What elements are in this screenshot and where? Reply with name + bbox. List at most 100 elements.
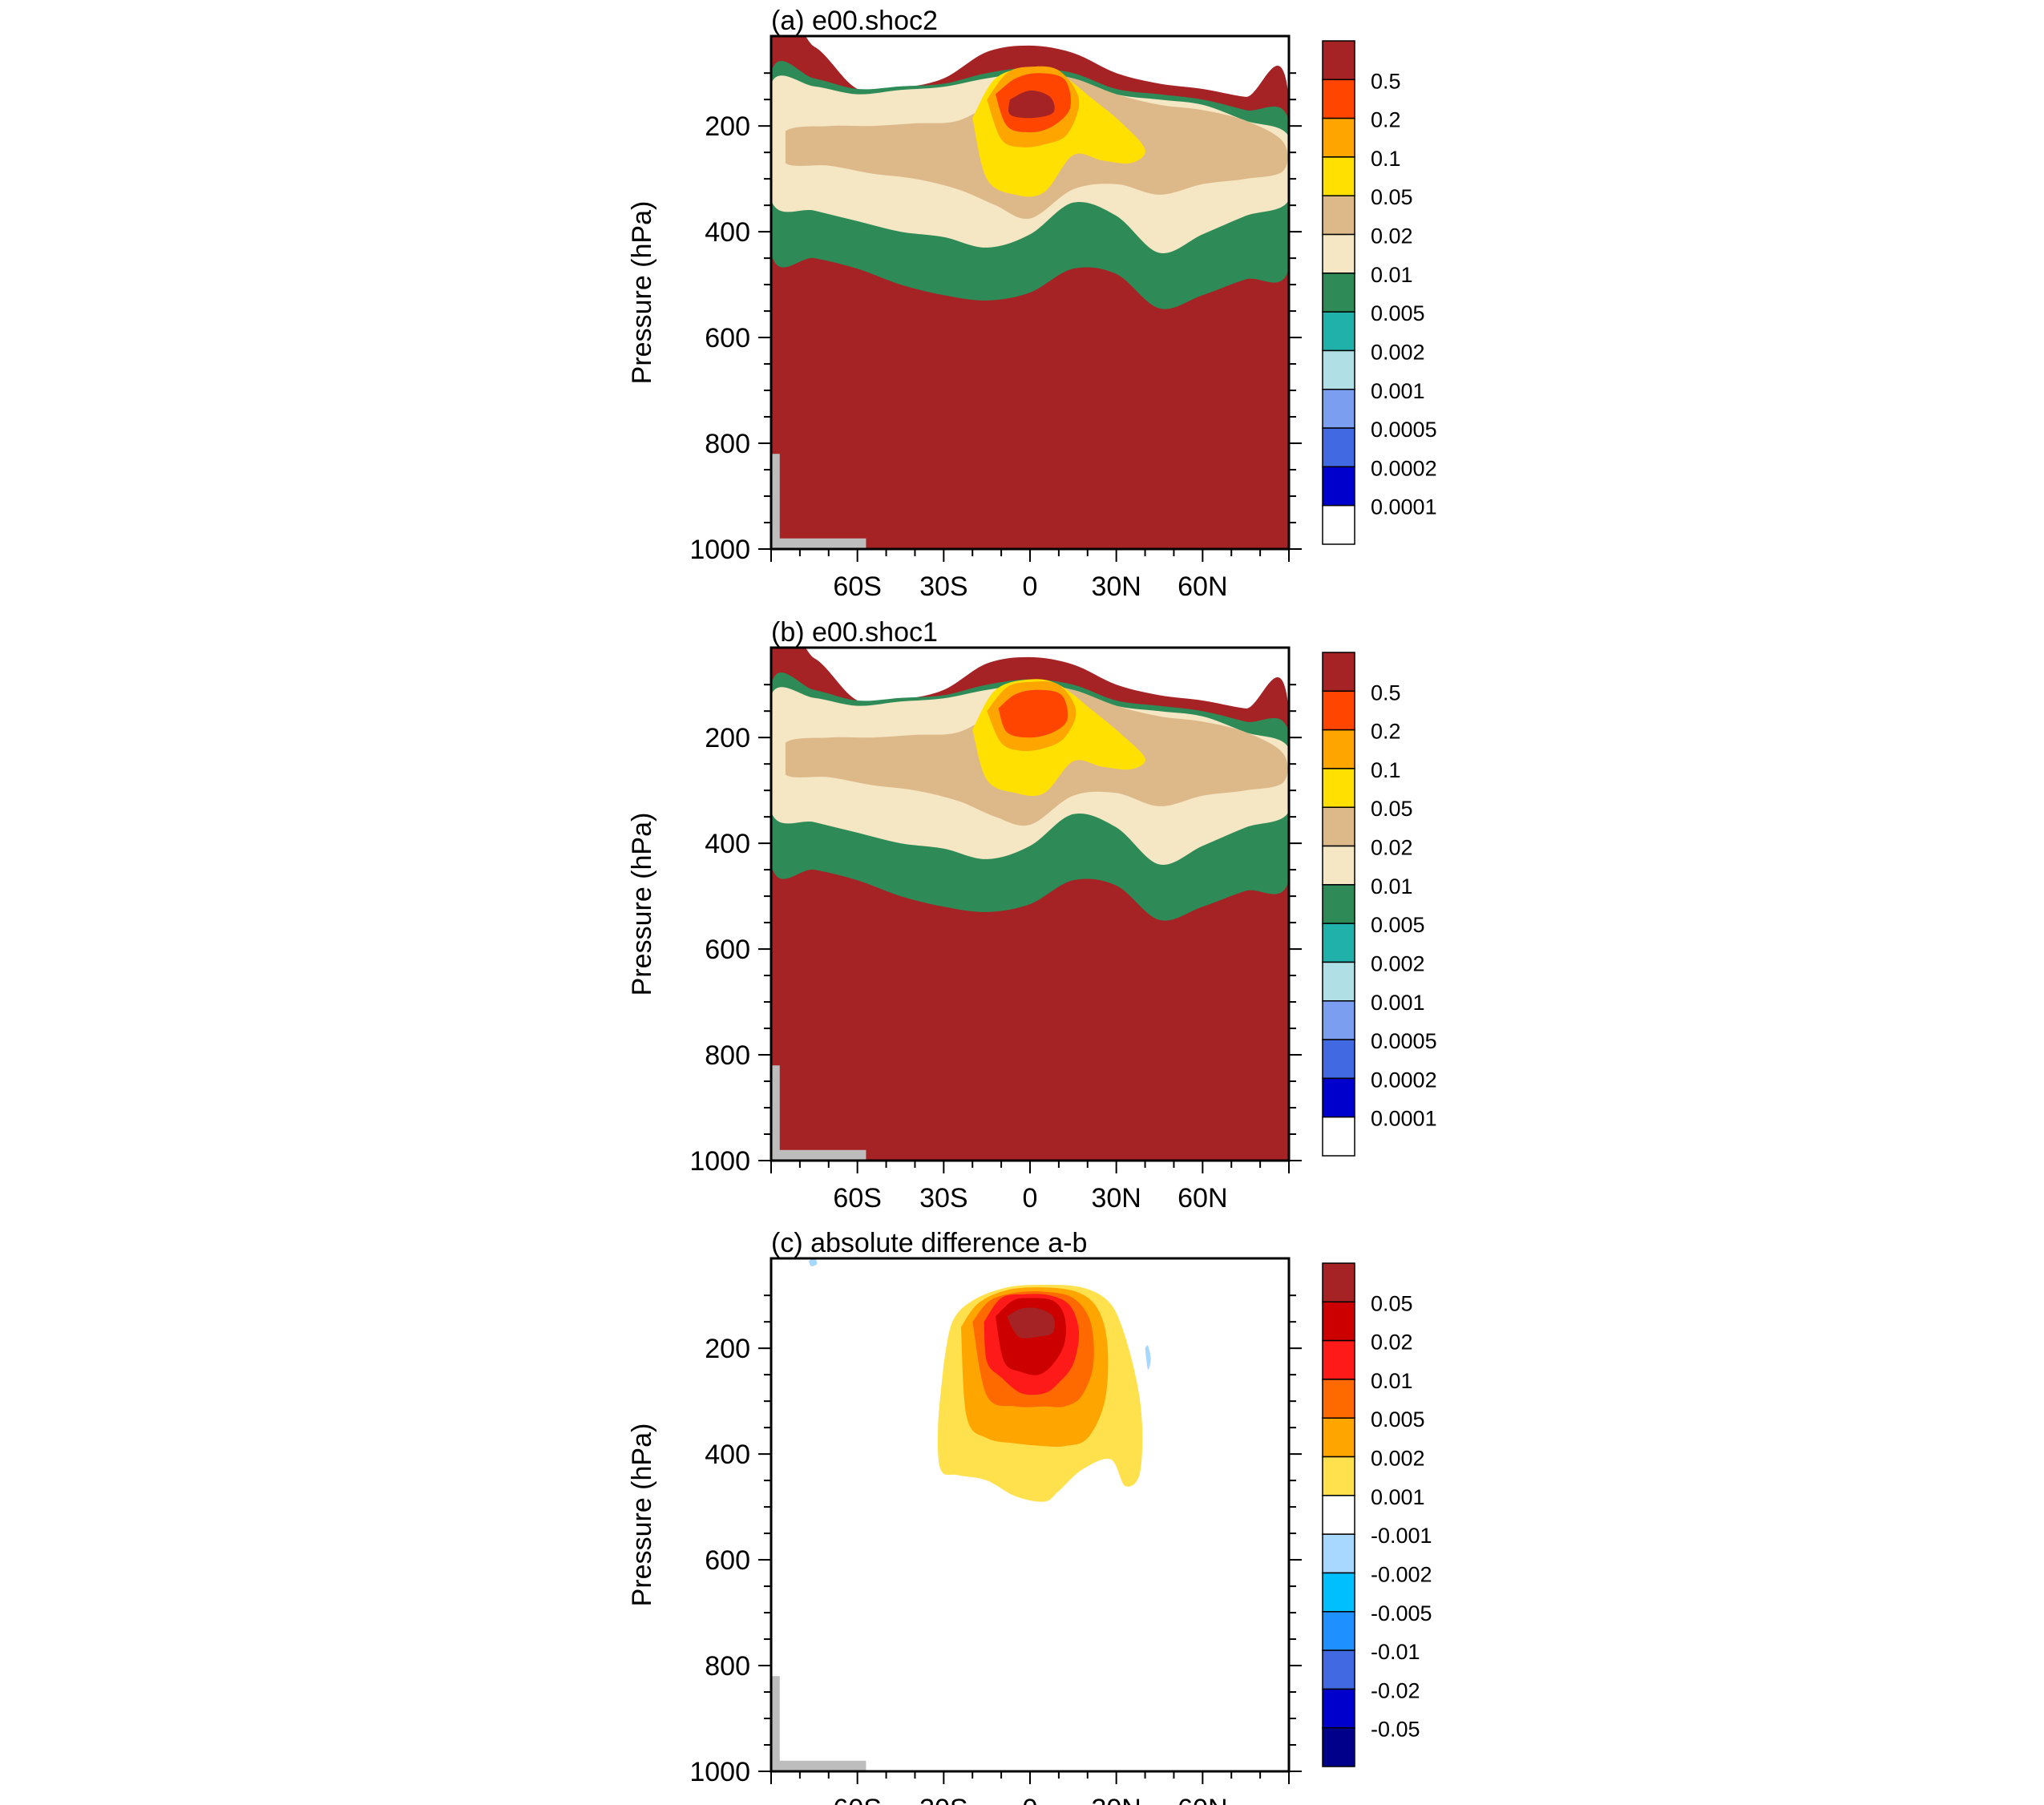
x-tick-label: 30N — [1091, 1794, 1141, 1805]
x-tick-label: 30S — [919, 1183, 968, 1213]
colorbar-box — [1322, 923, 1355, 963]
colorbar-label: -0.02 — [1371, 1678, 1420, 1702]
colorbar: 0.5 0.2 0.1 0.05 0.02 0.01 0.005 0.002 0.001 0.00… — [1322, 40, 1437, 545]
colorbar-box — [1322, 389, 1355, 429]
colorbar-box — [1322, 690, 1355, 731]
colorbar-box — [1322, 195, 1355, 236]
colorbar-box — [1322, 504, 1355, 545]
topography-mask — [771, 454, 866, 549]
x-tick-label: 30S — [919, 1794, 968, 1805]
x-tick-label: 30S — [919, 571, 968, 602]
colorbar-label: 0.005 — [1371, 301, 1425, 325]
colorbar-label: -0.002 — [1371, 1562, 1432, 1586]
panel-1: (a) e00.shoc2 Pressure (hPa) 200 400 600 800 1… — [627, 6, 1437, 602]
contour-fields — [771, 36, 1289, 549]
colorbar-label: -0.05 — [1371, 1718, 1420, 1742]
colorbar-label: 0.002 — [1371, 1447, 1425, 1471]
colorbar-box — [1322, 1688, 1355, 1729]
y-tick-label: 200 — [705, 1334, 750, 1364]
colorbar-label: 0.2 — [1371, 720, 1401, 744]
colorbar-box — [1322, 1379, 1355, 1419]
colorbar-box — [1322, 961, 1355, 1002]
colorbar-label: 0.5 — [1371, 680, 1401, 705]
colorbar-box — [1322, 845, 1355, 886]
colorbar-label: 0.02 — [1371, 1331, 1413, 1355]
contour-region — [808, 1258, 818, 1266]
colorbar-label: 0.1 — [1371, 758, 1401, 782]
x-tick-label: 30N — [1091, 571, 1141, 602]
y-tick-label: 400 — [705, 1440, 750, 1470]
y-tick-label: 400 — [705, 217, 750, 248]
colorbar-box — [1322, 1077, 1355, 1118]
colorbar-box — [1322, 466, 1355, 507]
colorbar-box — [1322, 311, 1355, 352]
colorbar-label: 0.5 — [1371, 69, 1401, 93]
colorbar-label: -0.005 — [1371, 1601, 1432, 1625]
colorbar-box — [1322, 1495, 1355, 1535]
colorbar-box — [1322, 652, 1355, 693]
colorbar-label: 0.001 — [1371, 379, 1425, 403]
x-tick-label: 60N — [1178, 1183, 1227, 1213]
colorbar-label: 0.0005 — [1371, 418, 1437, 442]
colorbar-label: 0.02 — [1371, 224, 1413, 248]
colorbar-box — [1322, 40, 1355, 81]
y-tick-label: 1000 — [689, 1146, 750, 1177]
colorbar-label: 0.002 — [1371, 340, 1425, 364]
panel-title: (b) e00.shoc1 — [771, 617, 938, 648]
colorbar-label: 0.02 — [1371, 836, 1413, 860]
panel-2: (b) e00.shoc1 Pressure (hPa) 200 400 600 800 1… — [627, 617, 1437, 1213]
contour-fields — [771, 648, 1289, 1161]
y-axis-label: Pressure (hPa) — [627, 1423, 657, 1607]
colorbar-label: 0.0002 — [1371, 456, 1437, 480]
colorbar-label: 0.01 — [1371, 874, 1413, 898]
panel-title: (c) absolute difference a-b — [771, 1228, 1087, 1258]
colorbar-label: 0.005 — [1371, 1407, 1425, 1431]
panels: (a) e00.shoc2 Pressure (hPa) 200 400 600 800 1… — [627, 6, 1437, 1805]
y-tick-label: 800 — [705, 429, 750, 459]
contour-region — [1145, 1345, 1151, 1370]
colorbar-box — [1322, 1611, 1355, 1651]
y-tick-label: 800 — [705, 1040, 750, 1071]
colorbar-box — [1322, 884, 1355, 924]
colorbar-label: 0.0002 — [1371, 1068, 1437, 1092]
y-tick-label: 200 — [705, 111, 750, 142]
y-tick-label: 200 — [705, 723, 750, 753]
x-tick-label: 0 — [1023, 1183, 1038, 1213]
colorbar-label: 0.001 — [1371, 1485, 1425, 1509]
colorbar-box — [1322, 1417, 1355, 1458]
colorbar-box — [1322, 1339, 1355, 1380]
panel-3: (c) absolute difference a-b Pressure (hPa… — [627, 1228, 1432, 1805]
colorbar-label: 0.05 — [1371, 1291, 1413, 1315]
colorbar: 0.05 0.02 0.01 0.005 0.002 0.001 -0.001 -0.002 -… — [1322, 1262, 1432, 1767]
x-tick-label: 60S — [833, 571, 882, 602]
colorbar: 0.5 0.2 0.1 0.05 0.02 0.01 0.005 0.002 0.001 0.00… — [1322, 652, 1437, 1157]
colorbar-label: 0.05 — [1371, 797, 1413, 821]
colorbar-box — [1322, 427, 1355, 468]
colorbar-box — [1322, 117, 1355, 158]
colorbar-box — [1322, 273, 1355, 313]
colorbar-label: 0.0001 — [1371, 495, 1437, 519]
contour-region — [814, 1338, 821, 1349]
x-tick-label: 60S — [833, 1183, 882, 1213]
x-tick-label: 0 — [1023, 1794, 1038, 1805]
contour-region — [998, 689, 1068, 738]
contour-region — [1007, 1307, 1055, 1339]
x-tick-label: 60N — [1178, 1794, 1227, 1805]
colorbar-label: 0.005 — [1371, 913, 1425, 937]
x-tick-label: 60N — [1178, 571, 1227, 602]
colorbar-box — [1322, 1039, 1355, 1080]
y-axis-label: Pressure (hPa) — [627, 813, 657, 996]
y-tick-label: 400 — [705, 829, 750, 859]
colorbar-label: 0.01 — [1371, 263, 1413, 287]
topography-mask — [771, 1676, 866, 1771]
colorbar-label: 0.05 — [1371, 185, 1413, 209]
y-tick-label: 800 — [705, 1651, 750, 1682]
colorbar-label: 0.1 — [1371, 147, 1401, 171]
colorbar-label: 0.002 — [1371, 951, 1425, 975]
colorbar-box — [1322, 79, 1355, 119]
colorbar-box — [1322, 1262, 1355, 1303]
colorbar-box — [1322, 1650, 1355, 1690]
x-tick-label: 30N — [1091, 1183, 1141, 1213]
colorbar-box — [1322, 233, 1355, 274]
y-axis-label: Pressure (hPa) — [627, 201, 657, 385]
